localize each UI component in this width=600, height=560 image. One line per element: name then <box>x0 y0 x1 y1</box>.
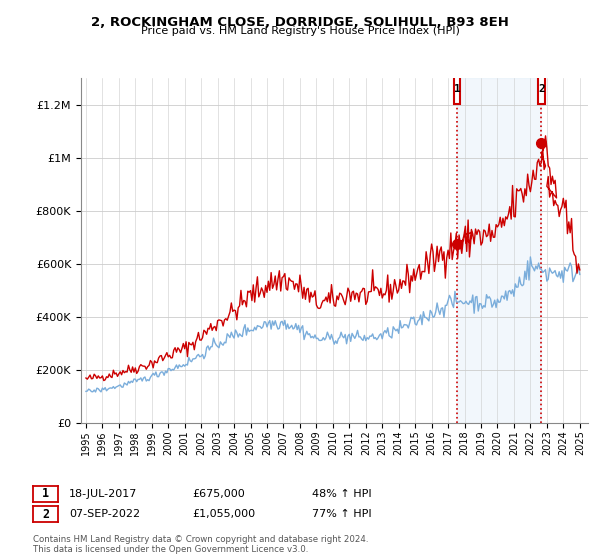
Text: 07-SEP-2022: 07-SEP-2022 <box>69 509 140 519</box>
Text: 48% ↑ HPI: 48% ↑ HPI <box>312 489 371 499</box>
FancyBboxPatch shape <box>538 73 545 104</box>
Text: 2: 2 <box>42 507 49 521</box>
Text: 1: 1 <box>454 84 461 94</box>
Text: 18-JUL-2017: 18-JUL-2017 <box>69 489 137 499</box>
Text: 77% ↑ HPI: 77% ↑ HPI <box>312 509 371 519</box>
Text: 1: 1 <box>42 487 49 501</box>
Bar <box>457 78 541 423</box>
Text: 2: 2 <box>538 84 545 94</box>
FancyBboxPatch shape <box>454 73 460 104</box>
Text: Contains HM Land Registry data © Crown copyright and database right 2024.
This d: Contains HM Land Registry data © Crown c… <box>33 535 368 554</box>
Text: £1,055,000: £1,055,000 <box>192 509 255 519</box>
Text: £675,000: £675,000 <box>192 489 245 499</box>
Text: 2, ROCKINGHAM CLOSE, DORRIDGE, SOLIHULL, B93 8EH: 2, ROCKINGHAM CLOSE, DORRIDGE, SOLIHULL,… <box>91 16 509 29</box>
Text: Price paid vs. HM Land Registry's House Price Index (HPI): Price paid vs. HM Land Registry's House … <box>140 26 460 36</box>
